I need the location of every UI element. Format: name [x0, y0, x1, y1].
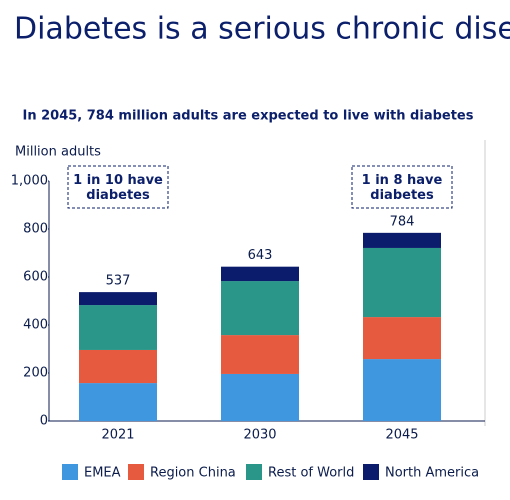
legend-swatch: [128, 464, 144, 480]
legend-swatch: [363, 464, 379, 480]
x-tick-label: 2045: [385, 428, 418, 443]
y-tick-label: 200: [23, 366, 48, 381]
annotation-box: [351, 165, 453, 209]
chart-subtitle: In 2045, 784 million adults are expected…: [23, 109, 474, 124]
annotation-box: [67, 165, 169, 209]
bar-segment: [79, 305, 157, 350]
y-tick-label: 600: [23, 270, 48, 285]
total-label: 643: [248, 248, 273, 263]
legend-swatch: [62, 464, 78, 480]
y-tick-label: 800: [23, 222, 48, 237]
y-axis-label: Million adults: [15, 145, 101, 160]
y-tick-label: 1,000: [11, 174, 48, 189]
x-tick-label: 2021: [101, 428, 134, 443]
bar-segment: [363, 359, 441, 421]
bar-segment: [363, 232, 441, 248]
x-tick-label: 2030: [243, 428, 276, 443]
total-label: 784: [390, 214, 415, 229]
legend-label: Rest of World: [268, 466, 354, 481]
bar-segment: [221, 266, 299, 282]
bar-segment: [79, 383, 157, 421]
y-tick-label: 400: [23, 318, 48, 333]
bar-segment: [221, 335, 299, 374]
annotation: 1 in 8 have diabetes: [362, 173, 443, 203]
bar-segment: [363, 317, 441, 360]
legend-label: EMEA: [84, 466, 121, 481]
annotation: 1 in 10 have diabetes: [73, 173, 163, 203]
page-title: Diabetes is a serious chronic disease: [14, 12, 510, 47]
y-tick-label: 0: [40, 414, 48, 429]
bar-segment: [221, 281, 299, 336]
legend-swatch: [246, 464, 262, 480]
bar-segment: [79, 349, 157, 384]
total-label: 537: [106, 274, 131, 289]
legend-label: Region China: [150, 466, 236, 481]
bar-segment: [221, 373, 299, 421]
legend-label: North America: [385, 466, 479, 481]
bar-segment: [79, 292, 157, 306]
bar-segment: [363, 247, 441, 318]
